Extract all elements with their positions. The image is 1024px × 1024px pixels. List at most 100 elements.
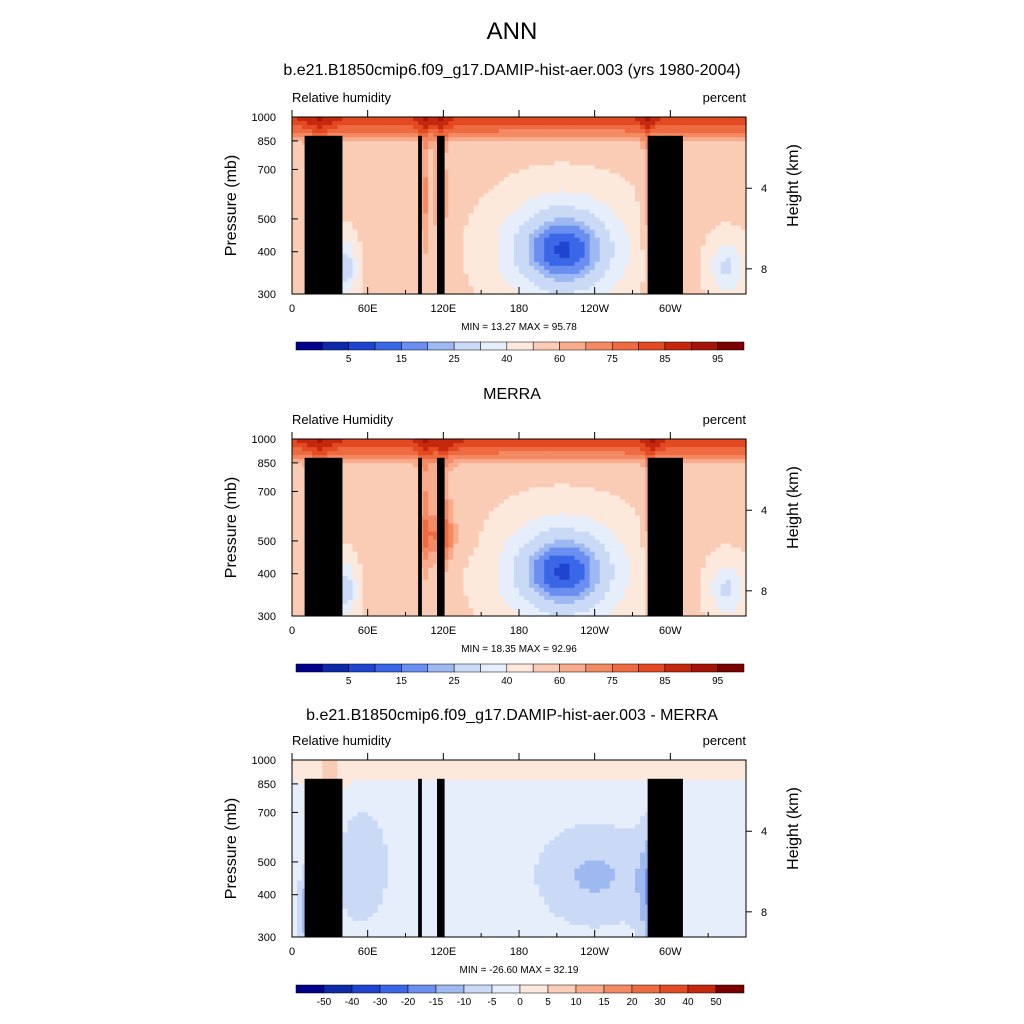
field-cell: [392, 463, 399, 468]
field-cell: [367, 197, 374, 203]
field-cell: [735, 249, 742, 255]
field-cell: [408, 145, 414, 150]
field-cell: [367, 531, 374, 537]
field-cell: [362, 607, 369, 613]
field-cell: [297, 213, 303, 219]
field-cell: [695, 229, 702, 235]
field-cell: [297, 193, 303, 199]
field-cell: [377, 257, 384, 263]
field-cell: [604, 245, 611, 251]
field-cell: [397, 221, 404, 227]
field-cell: [473, 265, 480, 271]
field-cell: [635, 277, 641, 283]
field-cell: [408, 189, 414, 195]
field-cell: [715, 249, 722, 255]
field-cell: [397, 253, 404, 259]
field-cell: [448, 197, 455, 203]
field-cell: [382, 125, 389, 130]
field-cell: [357, 611, 364, 617]
field-cell: [493, 145, 500, 150]
field-cell: [655, 117, 661, 122]
field-cell: [392, 591, 399, 597]
field-cell: [685, 213, 692, 219]
field-cell: [710, 277, 717, 283]
field-cell: [730, 213, 737, 219]
field-cell: [735, 253, 742, 259]
field-cell: [609, 133, 616, 138]
field-cell: [473, 273, 480, 279]
field-cell: [740, 269, 747, 275]
field-cell: [463, 265, 470, 271]
field-cell: [635, 141, 641, 146]
field-cell: [609, 289, 616, 295]
field-cell: [574, 221, 581, 227]
field-cell: [372, 281, 379, 287]
field-cell: [392, 495, 399, 500]
field-cell: [705, 221, 712, 227]
field-cell: [382, 281, 389, 287]
field-cell: [488, 165, 495, 170]
field-cell: [574, 277, 581, 283]
field-cell: [619, 229, 626, 235]
field-cell: [624, 177, 631, 182]
field-cell: [468, 257, 475, 263]
field-cell: [559, 233, 565, 239]
field-cell: [569, 205, 576, 211]
field-cell: [297, 289, 303, 295]
field-cell: [428, 189, 434, 195]
field-cell: [387, 121, 394, 126]
field-cell: [564, 237, 571, 243]
field-cell: [720, 257, 727, 263]
field-cell: [347, 563, 354, 569]
field-cell: [715, 237, 722, 243]
field-cell: [377, 535, 384, 541]
field-cell: [392, 277, 399, 283]
field-cell: [468, 213, 475, 219]
field-cell: [458, 185, 465, 191]
field-cell: [513, 273, 520, 279]
field-cell: [382, 511, 389, 517]
field-cell: [413, 173, 419, 178]
field-cell: [599, 189, 606, 195]
field-cell: [297, 487, 303, 492]
field-cell: [579, 161, 586, 166]
field-cell: [292, 499, 298, 504]
field-cell: [584, 157, 591, 162]
field-cell: [720, 261, 727, 267]
field-cell: [715, 169, 722, 174]
field-cell: [529, 257, 535, 263]
field-cell: [725, 181, 732, 186]
field-cell: [534, 237, 540, 243]
field-cell: [483, 285, 490, 291]
field-cell: [508, 233, 515, 239]
field-cell: [635, 185, 641, 191]
field-cell: [554, 165, 560, 170]
field-cell: [453, 161, 460, 166]
field-cell: [524, 285, 530, 291]
field-cell: [377, 269, 384, 275]
field-cell: [569, 253, 576, 259]
field-cell: [392, 261, 399, 267]
field-cell: [635, 145, 641, 150]
field-cell: [635, 153, 641, 158]
field-cell: [569, 225, 576, 231]
field-cell: [367, 487, 374, 492]
field-cell: [584, 149, 591, 154]
field-cell: [362, 217, 369, 223]
field-cell: [519, 149, 525, 154]
field-cell: [387, 285, 394, 291]
field-cell: [478, 233, 485, 239]
field-cell: [650, 121, 656, 126]
field-cell: [377, 213, 384, 219]
field-cell: [402, 133, 409, 138]
field-cell: [337, 133, 344, 138]
field-cell: [372, 611, 379, 617]
field-cell: [297, 209, 303, 215]
field-cell: [413, 205, 419, 211]
field-cell: [367, 459, 374, 464]
field-cell: [519, 237, 525, 243]
field-cell: [362, 551, 369, 557]
field-cell: [624, 129, 631, 134]
field-cell: [347, 595, 354, 601]
field-cell: [725, 213, 732, 219]
